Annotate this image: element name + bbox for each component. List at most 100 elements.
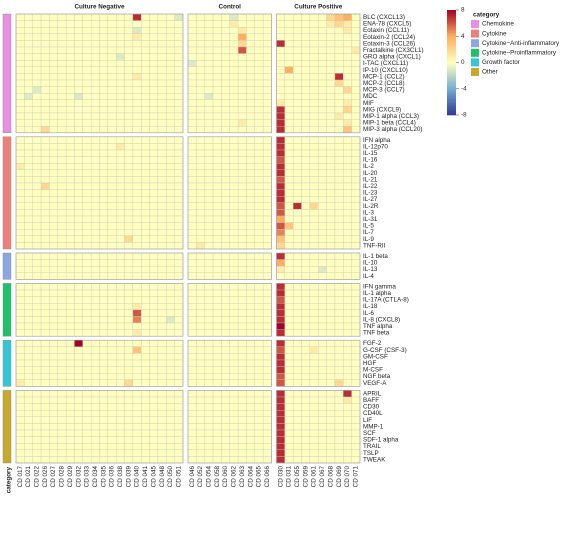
heatmap-cell [15,209,25,217]
heatmap-cell [166,443,175,450]
heatmap-cell [301,296,311,304]
heatmap-cell [40,27,50,34]
heatmap-cell [301,436,311,444]
heatmap-cell [15,322,25,330]
heatmap-cell [141,340,150,347]
row-label: LIF [363,417,372,424]
heatmap-cell [132,33,142,41]
heatmap-cell [334,66,344,74]
heatmap-cell [212,443,222,450]
heatmap-cell [107,27,117,34]
heatmap-cell [254,329,264,337]
heatmap-cell [301,329,311,337]
heatmap-cell [82,149,92,157]
heatmap-cell [15,126,25,133]
heatmap-cell [174,13,184,21]
heatmap-cell [262,46,272,54]
heatmap-cell [166,86,175,94]
heatmap-cell [49,99,58,107]
heatmap-cell [293,222,302,230]
heatmap-cell [57,340,67,347]
heatmap-cell [187,33,197,41]
heatmap-cell [196,209,205,217]
row-label: G-CSF (CSF-3) [363,347,407,354]
heatmap-cell [107,449,117,457]
heatmap-cell [334,106,344,114]
heatmap-cell [293,27,302,34]
heatmap-cell [57,73,67,81]
heatmap-cell [237,403,247,411]
heatmap-cell [254,126,264,133]
heatmap-cell [24,242,33,250]
heatmap-cell [254,79,264,87]
heatmap-cell [293,215,302,223]
heatmap-cell [65,33,75,41]
heatmap-cell [276,106,286,114]
heatmap-cell [166,176,175,184]
heatmap-cell [40,289,50,297]
heatmap-cell [229,423,239,431]
heatmap-cell [107,443,117,450]
heatmap-cell [196,163,205,170]
heatmap-cell [229,346,239,354]
heatmap-cell [32,40,42,48]
heatmap-cell [351,33,361,41]
heatmap-cell [40,373,50,380]
heatmap-cell [65,272,75,280]
heatmap-cell [141,86,150,94]
heatmap-cell [318,396,327,404]
column-label: CD 035 [100,466,107,488]
heatmap-cell [15,79,25,87]
heatmap-cell [82,163,92,170]
heatmap-cell [229,136,239,144]
heatmap-cell [334,353,344,361]
heatmap-cell [132,27,142,34]
heatmap-cell [196,136,205,144]
heatmap-cell [141,93,150,100]
heatmap-cell [204,346,214,354]
heatmap-cell [82,390,92,398]
heatmap-cell [141,366,150,374]
heatmap-cell [174,390,184,398]
heatmap-cell [32,73,42,81]
heatmap-cell [351,106,361,114]
heatmap-cell [116,86,125,94]
heatmap-cell [237,353,247,361]
heatmap-cell [141,222,150,230]
heatmap-cell [221,396,230,404]
heatmap-cell [99,209,109,217]
heatmap-cell [326,60,336,67]
heatmap-cell [49,106,58,114]
colorbar-step [447,81,456,84]
row-label: IP-10 (CXCL10) [363,67,408,74]
heatmap-cell [254,202,264,210]
heatmap-cell [221,136,230,144]
heatmap-cell [262,156,272,164]
heatmap-cell [237,143,247,151]
heatmap-cell [196,242,205,250]
heatmap-cell [157,182,167,190]
heatmap-cell [343,329,352,337]
heatmap-cell [246,13,255,21]
heatmap-cell [204,196,214,203]
heatmap-cell [90,215,100,223]
heatmap-cell [318,86,327,94]
heatmap-cell [293,143,302,151]
heatmap-cell [229,410,239,417]
heatmap-cell [254,182,264,190]
heatmap-cell [116,66,125,74]
heatmap-cell [116,259,125,267]
heatmap-cell [254,242,264,250]
heatmap-cell [57,456,67,464]
heatmap-cell [65,13,75,21]
heatmap-cell [204,202,214,210]
heatmap-cell [276,136,286,144]
heatmap-cell [32,340,42,347]
heatmap-cell [293,99,302,107]
heatmap-cell [15,176,25,184]
heatmap-cell [276,252,286,260]
heatmap-cell [74,33,83,41]
heatmap-cell [351,416,361,424]
heatmap-cell [49,296,58,304]
heatmap-cell [318,27,327,34]
